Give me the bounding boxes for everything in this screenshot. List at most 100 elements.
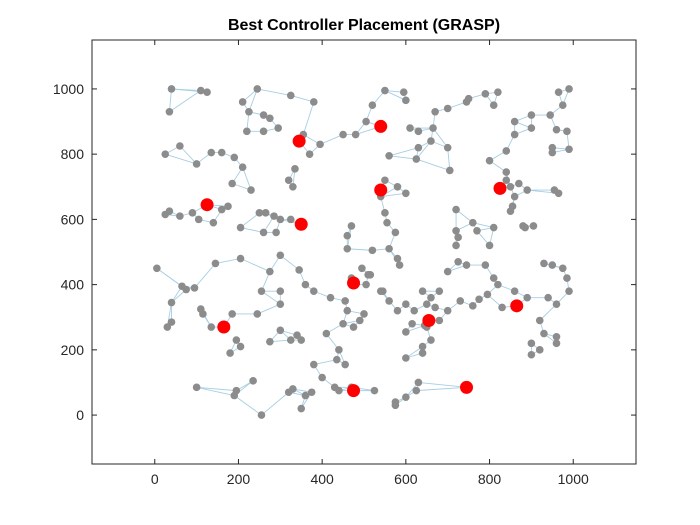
switch-node — [289, 182, 297, 191]
network-link — [169, 90, 202, 113]
switch-node — [563, 274, 571, 282]
switch-node — [527, 111, 536, 119]
network-link — [447, 147, 451, 171]
controller-marker — [217, 320, 231, 334]
switch-node — [527, 350, 536, 359]
network-link — [261, 391, 289, 416]
switch-node — [356, 316, 364, 325]
network-link — [539, 303, 557, 321]
switch-node — [558, 264, 567, 273]
switch-node — [410, 306, 419, 315]
switch-node — [485, 241, 494, 250]
switch-node — [192, 160, 201, 168]
switch-node — [552, 300, 561, 308]
switch-node — [535, 346, 544, 354]
switch-node — [305, 150, 314, 158]
switch-node — [297, 404, 306, 413]
switch-node — [274, 124, 283, 132]
controller-marker — [422, 313, 436, 327]
switch-node — [565, 287, 573, 295]
switch-node — [443, 306, 452, 315]
switch-node — [259, 228, 268, 237]
switch-node — [368, 101, 377, 110]
switch-node — [297, 336, 306, 344]
switch-node — [462, 261, 471, 269]
switch-node — [257, 287, 266, 295]
switch-node — [343, 231, 352, 240]
switch-node — [431, 107, 439, 116]
switch-node — [253, 310, 262, 318]
network-link — [432, 127, 449, 148]
switch-node — [402, 354, 410, 362]
switch-node — [552, 333, 561, 341]
switch-node — [412, 155, 421, 163]
network-link — [194, 263, 216, 289]
switch-node — [349, 323, 358, 331]
switch-node — [243, 127, 251, 136]
switch-node — [301, 280, 310, 289]
x-tick-label: 800 — [478, 471, 502, 487]
switch-node — [452, 205, 460, 214]
controller-marker — [292, 134, 306, 148]
switch-node — [456, 297, 465, 305]
switch-node — [167, 298, 176, 307]
switch-node — [393, 182, 402, 191]
switch-node — [343, 244, 352, 253]
switch-node — [510, 192, 519, 201]
network-link — [242, 167, 252, 191]
switch-node — [510, 287, 519, 295]
switch-node — [333, 355, 341, 364]
switch-node — [383, 218, 391, 227]
network-link — [257, 303, 281, 315]
switch-node — [343, 306, 352, 315]
switch-node — [535, 316, 544, 325]
switch-node — [548, 261, 557, 269]
switch-node — [427, 293, 435, 302]
switch-node — [284, 388, 293, 397]
switch-node — [558, 101, 567, 110]
network-link — [196, 386, 237, 392]
switch-node — [414, 378, 423, 387]
network-link — [196, 386, 235, 396]
switch-node — [253, 85, 262, 93]
switch-node — [238, 163, 247, 171]
plot-background — [92, 40, 636, 464]
switch-node — [230, 153, 239, 162]
switch-node — [370, 386, 379, 395]
network-link — [215, 258, 241, 264]
switch-node — [209, 218, 218, 227]
switch-node — [563, 127, 571, 136]
switch-node — [326, 293, 335, 302]
switch-node — [330, 383, 339, 392]
switch-node — [510, 117, 519, 126]
x-tick-label: 600 — [394, 471, 418, 487]
switch-node — [272, 228, 280, 237]
switch-node — [266, 337, 274, 346]
switch-node — [402, 189, 410, 198]
switch-node — [414, 127, 423, 136]
switch-node — [498, 303, 506, 312]
switch-node — [523, 293, 531, 302]
switch-node — [167, 318, 176, 326]
switch-node — [443, 143, 452, 152]
y-tick-label: 400 — [61, 277, 85, 293]
nodes-layer — [153, 85, 573, 419]
switch-node — [309, 360, 318, 369]
switch-node — [228, 310, 236, 318]
network-link — [416, 158, 450, 171]
network-link — [234, 395, 262, 416]
switch-node — [247, 186, 255, 194]
switch-node — [192, 383, 201, 392]
switch-node — [358, 264, 366, 273]
switch-node — [284, 176, 293, 185]
switch-node — [502, 147, 511, 155]
switch-node — [232, 336, 241, 344]
switch-node — [435, 316, 444, 325]
switch-node — [391, 228, 400, 237]
switch-node — [341, 360, 349, 369]
switch-node — [291, 165, 299, 173]
network-link — [418, 382, 467, 388]
switch-node — [188, 209, 197, 217]
switch-node — [259, 127, 268, 136]
